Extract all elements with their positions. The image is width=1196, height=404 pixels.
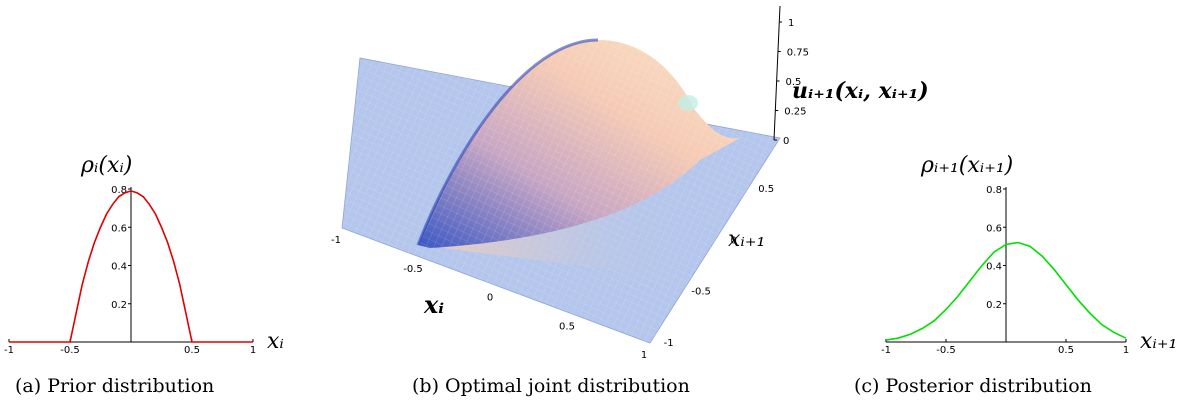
posterior-xtick-label: -0.5	[936, 345, 956, 356]
posterior-ytick-label: 0.6	[986, 223, 1002, 234]
joint-xtick-label: 1	[641, 350, 647, 361]
joint-xtick-label: -1	[331, 235, 341, 246]
joint-ytick-label: -1	[664, 338, 674, 349]
joint-xtick-label: -0.5	[403, 264, 423, 275]
prior-xtick-label: 0.5	[184, 345, 200, 356]
prior-ytick-label: 0.4	[111, 262, 127, 273]
joint-ytick-label: 0.5	[758, 184, 774, 195]
joint-xtick-label: 0	[487, 293, 493, 304]
posterior-curve	[885, 241, 1127, 341]
joint-ztick-label: 0	[783, 136, 789, 147]
joint-ytick-label: -0.5	[691, 287, 711, 298]
caption-b: (b) Optimal joint distribution	[412, 375, 690, 397]
prior-xtick-label: 1	[250, 345, 256, 356]
caption-c: (c) Posterior distribution	[854, 375, 1092, 397]
prior-ytick-label: 0.8	[111, 185, 127, 196]
prior-ytick-label: 0.6	[111, 223, 127, 234]
prior-ytick-label: 0.2	[111, 300, 127, 311]
prior-xlabel: xᵢ	[267, 329, 284, 354]
joint-xtick-label: 0.5	[559, 321, 575, 332]
caption-a: (a) Prior distribution	[15, 375, 214, 397]
posterior-xlabel: xᵢ₊₁	[1140, 329, 1177, 354]
posterior-distribution-panel: ρᵢ₊₁(xᵢ₊₁) -1 -0.5 0.5 1 0.2 0.4 0.6 0.8 xᵢ₊₁	[881, 153, 1177, 356]
joint-ytick-label: 0	[730, 235, 736, 246]
posterior-title: ρᵢ₊₁(xᵢ₊₁)	[920, 153, 1013, 178]
surface-ridge-mesh	[418, 40, 740, 248]
posterior-ytick-label: 0.4	[986, 262, 1002, 273]
prior-distribution-panel: ρᵢ(xᵢ) -1 -0.5 0.5 1 0.2 0.4 0.6 0.8 xᵢ	[4, 153, 284, 356]
prior-curve	[9, 190, 253, 343]
joint-ztick-label: 0.25	[784, 107, 806, 118]
posterior-xtick-label: 1	[1123, 345, 1129, 356]
posterior-xtick-label: -1	[881, 345, 891, 356]
z-axis	[773, 5, 781, 141]
prior-xtick-label: -0.5	[60, 345, 80, 356]
joint-ztick-label: 1	[788, 18, 794, 29]
posterior-ytick-label: 0.8	[986, 185, 1002, 196]
prior-title: ρᵢ(xᵢ)	[80, 153, 132, 178]
joint-ztick-label: 0.5	[786, 77, 802, 88]
posterior-xtick-label: 0.5	[1058, 345, 1074, 356]
ridge-shoulder	[678, 95, 698, 111]
joint-xlabel: xᵢ	[423, 290, 444, 319]
joint-ylabel: xᵢ₊₁	[728, 227, 765, 252]
joint-ztick-label: 0.75	[787, 48, 809, 59]
joint-distribution-panel: uᵢ₊₁(xᵢ, xᵢ₊₁) xᵢ xᵢ₊₁ -1 -0.5 0 0.5 1 -1 -0.5…	[331, 5, 929, 361]
joint-zlabel: uᵢ₊₁(xᵢ, xᵢ₊₁)	[792, 78, 929, 104]
prior-xtick-label: -1	[4, 345, 14, 356]
posterior-ytick-label: 0.2	[986, 300, 1002, 311]
ridge-front-edge	[416, 38, 599, 246]
